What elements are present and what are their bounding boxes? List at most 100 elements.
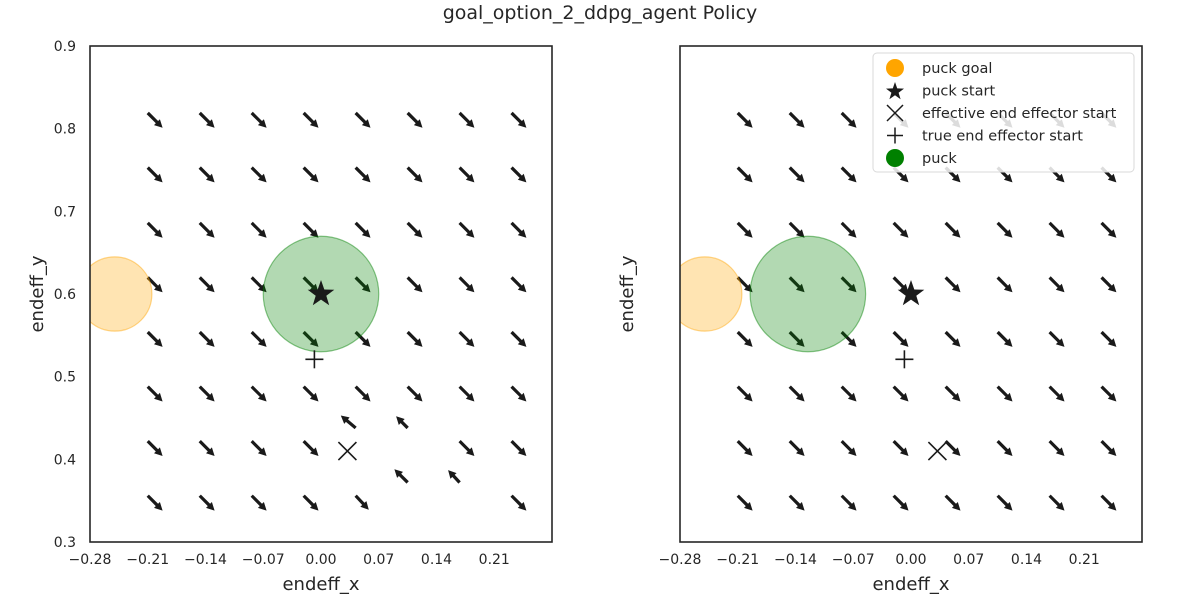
quiver-arrow [302, 494, 319, 511]
quiver-arrow [146, 111, 163, 128]
x-tick-label: −0.07 [242, 552, 285, 568]
x-tick-label: 0.07 [953, 552, 984, 568]
quiver-arrow [840, 276, 857, 293]
quiver-arrow [996, 276, 1013, 293]
legend-box [872, 52, 1135, 173]
y-tick-label: 0.3 [54, 535, 76, 551]
quiver-arrow [302, 385, 319, 402]
quiver-arrow [736, 221, 753, 238]
x-tick-label: 0.07 [363, 552, 394, 568]
quiver-arrow [406, 111, 423, 128]
quiver-arrow [840, 440, 857, 456]
x-axis-label: endeff_x [872, 574, 949, 595]
x-tick-label: −0.28 [659, 552, 702, 568]
x-tick-label: −0.07 [832, 552, 875, 568]
quiver-arrow [944, 440, 961, 456]
true-ee-start-marker [305, 350, 324, 369]
legend-x-marker [886, 104, 904, 122]
quiver-arrow [892, 494, 909, 511]
quiver-arrow [340, 415, 357, 430]
x-tick-label: 0.14 [421, 552, 452, 568]
quiver-arrow [788, 166, 805, 183]
quiver-arrow [250, 385, 267, 402]
quiver-arrow [1048, 440, 1065, 456]
quiver-arrow [892, 330, 909, 347]
quiver-arrow [406, 276, 423, 293]
quiver-arrow [198, 166, 215, 183]
legend-entry: puck goal [886, 59, 992, 77]
legend-label: puck start [922, 84, 995, 100]
quiver-arrow [944, 330, 961, 347]
axes-frame [679, 45, 1143, 543]
quiver-arrow [892, 221, 909, 238]
quiver-arrow [302, 221, 319, 238]
y-axis-label: endeff_y [27, 255, 48, 332]
legend-plus-marker [887, 127, 903, 144]
quiver-arrow [198, 385, 215, 402]
quiver-arrow [892, 440, 909, 456]
x-tick-label: 0.00 [305, 552, 336, 568]
quiver-arrow [302, 330, 319, 347]
puck-goal-circle [680, 256, 743, 332]
quiver-arrow [996, 494, 1013, 511]
quiver-arrow [396, 416, 409, 430]
legend-label: puck goal [922, 61, 992, 77]
quiver-arrow [788, 494, 805, 511]
puck-goal-circle [90, 256, 153, 332]
x-tick-label: 0.21 [479, 552, 510, 568]
quiver-arrow [736, 440, 753, 456]
legend-entry: puck start [886, 82, 995, 100]
panel-1: −0.28 −0.21 −0.14 −0.07 0.00 0.07 0.14 0.21 0.3 0… [27, 39, 553, 595]
quiver-arrow [146, 330, 163, 347]
quiver-arrow [944, 276, 961, 293]
quiver-arrow [736, 276, 753, 293]
quiver-arrow [250, 276, 267, 293]
quiver-arrow [458, 166, 475, 183]
axes-frame [89, 45, 553, 543]
quiver-arrow [198, 111, 215, 128]
quiver-arrow [736, 385, 753, 402]
quiver-arrow [788, 330, 805, 347]
quiver-arrow [146, 166, 163, 183]
quiver-arrow [1048, 221, 1065, 238]
panel-2: −0.28 −0.21 −0.14 −0.07 0.00 0.07 0.14 0.21 ende… [617, 45, 1143, 595]
quiver-arrow [406, 330, 423, 347]
quiver-arrow [736, 330, 753, 347]
quiver-arrow [788, 221, 805, 238]
plot-content [90, 111, 527, 511]
quiver-arrow [944, 494, 961, 511]
quiver-arrow [510, 166, 527, 183]
legend-entry: true end effector start [887, 127, 1083, 145]
puck-circle [749, 235, 867, 353]
quiver-arrow [146, 221, 163, 238]
puck-start-star [897, 280, 925, 306]
x-tick-label: −0.28 [69, 552, 112, 568]
legend-entry: puck [886, 149, 957, 167]
quiver-arrow [406, 385, 423, 402]
quiver-arrow [788, 385, 805, 402]
quiver-arrow [510, 111, 527, 128]
y-tick-label: 0.4 [54, 452, 76, 468]
quiver-arrow [354, 494, 369, 510]
legend-circle-marker [886, 59, 904, 77]
legend-star-marker [886, 82, 904, 100]
effective-ee-start-marker [337, 441, 357, 461]
quiver-arrow [510, 221, 527, 238]
quiver-arrow [788, 276, 805, 293]
y-tick-label: 0.7 [54, 204, 76, 220]
legend-label: effective end effector start [922, 106, 1117, 122]
quiver-arrow [354, 385, 371, 402]
quiver-arrow [302, 440, 319, 456]
x-tick-label: 0.21 [1069, 552, 1100, 568]
x-tick-label: 0.00 [895, 552, 926, 568]
quiver-arrow [458, 111, 475, 128]
quiver-arrow [250, 221, 267, 238]
effective-ee-start-marker [927, 441, 947, 461]
quiver-arrow [510, 276, 527, 293]
quiver-arrow [840, 221, 857, 238]
quiver-arrow [146, 385, 163, 402]
quiver-arrow [1100, 494, 1117, 511]
quiver-arrow [354, 276, 371, 293]
quiver-arrow [996, 330, 1013, 347]
